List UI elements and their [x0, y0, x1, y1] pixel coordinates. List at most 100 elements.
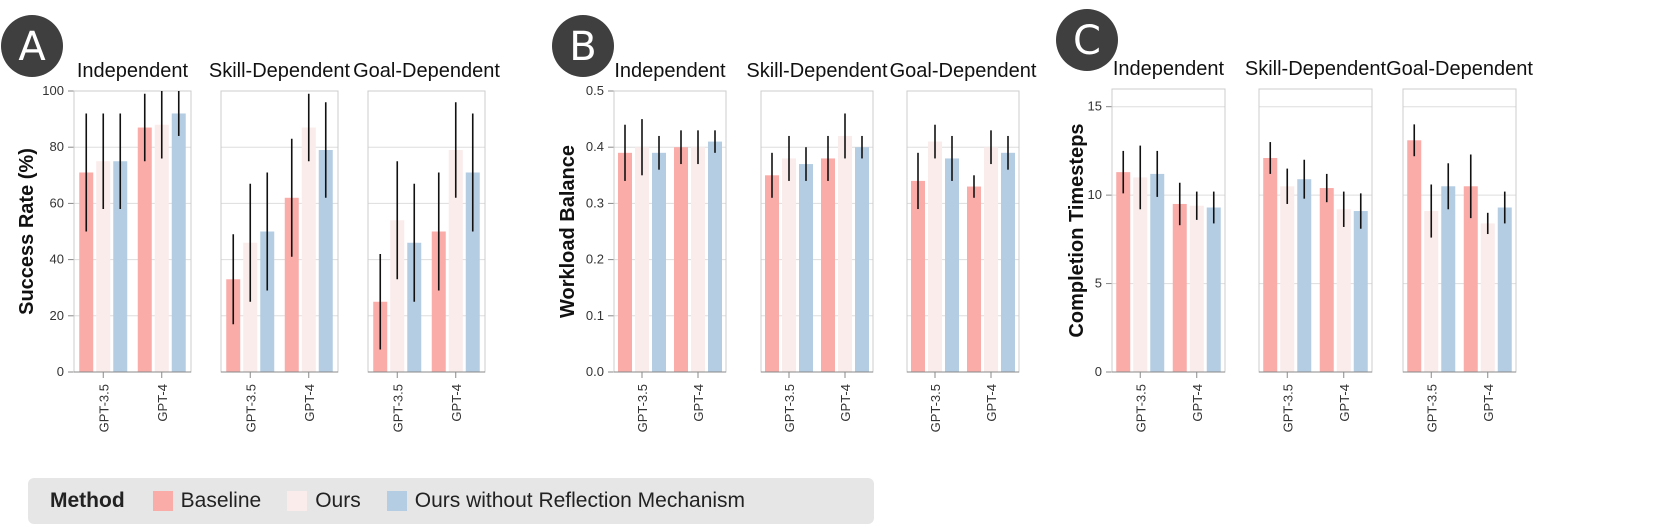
panel-badge-b: [552, 15, 614, 77]
y-tick-label-a-3: 60: [50, 195, 64, 210]
x-tick-label-c-independent-gpt-3-5: GPT-3.5: [1133, 384, 1148, 432]
bar-c-independent-gpt-4-ours-without-reflection-mechanism: [1206, 207, 1221, 372]
bar-b-independent-gpt-3-5-ours: [635, 147, 649, 372]
y-tick-label-b-3: 0.3: [586, 195, 604, 210]
bar-c-goal-dependent-gpt-3-5-ours-without-reflection-mechanism: [1441, 186, 1456, 372]
bar-c-goal-dependent-gpt-3-5-baseline: [1407, 140, 1422, 372]
bar-b-goal-dependent-gpt-4-ours: [984, 147, 998, 372]
y-tick-label-c-0: 0: [1095, 364, 1102, 379]
facet-title-b-goal-dependent: Goal-Dependent: [890, 60, 1037, 82]
y-tick-label-a-5: 100: [42, 83, 64, 98]
y-axis-label-b: Workload Balance: [557, 145, 579, 318]
x-tick-label-a-skill-dependent-gpt-4: GPT-4: [302, 384, 317, 422]
bar-c-independent-gpt-3-5-ours-without-reflection-mechanism: [1150, 173, 1165, 372]
x-tick-label-b-independent-gpt-3-5: GPT-3.5: [635, 384, 650, 432]
bar-c-skill-dependent-gpt-3-5-ours: [1280, 186, 1295, 372]
y-tick-label-b-4: 0.4: [586, 139, 604, 154]
panel-c: C Completion Timesteps 0 5 10 15 Independent GP…: [1056, 9, 1533, 432]
bar-a-independent-gpt-4-baseline: [137, 127, 152, 372]
bar-b-skill-dependent-gpt-4-baseline: [821, 158, 835, 372]
x-tick-label-a-independent-gpt-3-5: GPT-3.5: [96, 384, 111, 432]
bar-b-skill-dependent-gpt-4-ours-without-reflection-mechanism: [855, 147, 869, 372]
x-tick-label-a-independent-gpt-4: GPT-4: [155, 384, 170, 422]
y-tick-label-a-0: 0: [57, 364, 64, 379]
bar-c-independent-gpt-4-baseline: [1172, 203, 1187, 372]
x-tick-label-c-goal-dependent-gpt-4: GPT-4: [1481, 384, 1496, 422]
legend-label-baseline: Baseline: [180, 489, 262, 512]
facet-title-b-skill-dependent: Skill-Dependent: [746, 60, 888, 82]
bar-a-skill-dependent-gpt-3-5-ours: [243, 242, 258, 372]
bar-b-skill-dependent-gpt-4-ours: [838, 135, 852, 372]
y-axis-label-a: Success Rate (%): [16, 148, 38, 315]
bar-a-independent-gpt-3-5-baseline: [79, 172, 94, 372]
facet-c-skill-dependent: Skill-Dependent GPT-3.5 GPT-4: [1245, 58, 1387, 432]
bar-a-independent-gpt-4-ours: [154, 124, 169, 372]
bar-b-goal-dependent-gpt-3-5-ours-without-reflection-mechanism: [945, 158, 959, 372]
x-tick-label-a-goal-dependent-gpt-4: GPT-4: [449, 384, 464, 422]
bar-a-independent-gpt-3-5-ours-without-reflection-mechanism: [113, 161, 128, 372]
bar-a-goal-dependent-gpt-4-baseline: [431, 231, 446, 372]
panel-badge-a: [1, 15, 63, 77]
bar-a-goal-dependent-gpt-3-5-ours: [390, 220, 405, 372]
y-tick-label-b-2: 0.2: [586, 252, 604, 267]
legend-swatch-baseline: [152, 491, 173, 511]
bar-c-independent-gpt-3-5-ours: [1133, 177, 1148, 372]
facet-a-skill-dependent: Skill-Dependent GPT-3.5 GPT-4: [209, 60, 351, 432]
facet-title-a-goal-dependent: Goal-Dependent: [353, 60, 500, 82]
y-tick-label-b-0: 0.0: [586, 364, 604, 379]
legend-title: Method: [50, 489, 125, 512]
panel-a: A Success Rate (%) 0 20 40 60 80 100 Independent…: [1, 15, 500, 432]
bar-b-skill-dependent-gpt-3-5-baseline: [765, 175, 779, 372]
legend-swatch-ours: [287, 491, 308, 511]
bar-c-goal-dependent-gpt-3-5-ours: [1424, 211, 1439, 372]
bar-b-independent-gpt-4-baseline: [674, 147, 688, 372]
facet-b-skill-dependent: Skill-Dependent GPT-3.5 GPT-4: [746, 60, 888, 432]
bar-a-goal-dependent-gpt-4-ours: [448, 150, 463, 372]
x-tick-label-b-independent-gpt-4: GPT-4: [691, 384, 706, 422]
bar-c-skill-dependent-gpt-4-ours: [1336, 209, 1351, 372]
bar-b-goal-dependent-gpt-4-ours-without-reflection-mechanism: [1001, 152, 1015, 372]
x-tick-label-c-skill-dependent-gpt-3-5: GPT-3.5: [1280, 384, 1295, 432]
facet-title-a-skill-dependent: Skill-Dependent: [209, 60, 351, 82]
bar-c-goal-dependent-gpt-4-baseline: [1463, 186, 1478, 372]
panel-badge-label-b: B: [569, 24, 596, 70]
facet-a-independent: Independent GPT-3.5 GPT-4: [73, 60, 192, 432]
bar-b-skill-dependent-gpt-3-5-ours-without-reflection-mechanism: [799, 164, 813, 372]
x-tick-label-c-skill-dependent-gpt-4: GPT-4: [1337, 384, 1352, 422]
legend-item-ours-without-reflection: Ours without Reflection Mechanism: [386, 489, 746, 513]
y-tick-label-c-3: 15: [1088, 99, 1102, 114]
x-tick-label-b-skill-dependent-gpt-4: GPT-4: [838, 384, 853, 422]
bar-b-independent-gpt-4-ours-without-reflection-mechanism: [708, 141, 722, 372]
x-tick-label-c-goal-dependent-gpt-3-5: GPT-3.5: [1424, 384, 1439, 432]
bar-c-goal-dependent-gpt-4-ours-without-reflection-mechanism: [1497, 207, 1512, 372]
y-axis-label-c: Completion Timesteps: [1066, 123, 1088, 337]
bar-b-goal-dependent-gpt-4-baseline: [967, 186, 981, 372]
bar-c-skill-dependent-gpt-3-5-ours-without-reflection-mechanism: [1297, 179, 1312, 372]
y-tick-label-a-4: 80: [50, 139, 64, 154]
y-tick-label-b-1: 0.1: [586, 308, 604, 323]
facet-c-independent: Independent GPT-3.5 GPT-4: [1111, 58, 1226, 432]
legend-label-ours-without-reflection: Ours without Reflection Mechanism: [414, 489, 746, 512]
bar-c-skill-dependent-gpt-4-baseline: [1319, 188, 1334, 372]
bar-a-skill-dependent-gpt-3-5-baseline: [226, 279, 241, 372]
y-tick-label-a-1: 20: [50, 308, 64, 323]
bar-a-independent-gpt-3-5-ours: [96, 161, 111, 372]
panel-badge-label-a: A: [18, 24, 46, 70]
panel-b: B Workload Balance 0.0 0.1 0.2 0.3 0.4 0.5 Indep…: [552, 15, 1037, 432]
bar-b-independent-gpt-3-5-baseline: [618, 152, 632, 372]
y-tick-label-c-1: 5: [1095, 276, 1102, 291]
x-tick-label-a-skill-dependent-gpt-3-5: GPT-3.5: [243, 384, 258, 432]
bar-c-goal-dependent-gpt-4-ours: [1480, 223, 1495, 372]
x-tick-label-c-independent-gpt-4: GPT-4: [1190, 384, 1205, 422]
x-tick-label-a-goal-dependent-gpt-3-5: GPT-3.5: [390, 384, 405, 432]
bar-b-independent-gpt-4-ours: [691, 147, 705, 372]
facet-title-b-independent: Independent: [614, 60, 726, 82]
bar-c-independent-gpt-3-5-baseline: [1116, 172, 1131, 372]
facet-b-independent: Independent GPT-3.5 GPT-4: [613, 60, 727, 432]
y-tick-label-b-5: 0.5: [586, 83, 604, 98]
bar-c-skill-dependent-gpt-3-5-baseline: [1263, 157, 1278, 372]
facet-title-c-skill-dependent: Skill-Dependent: [1245, 58, 1387, 80]
facet-title-c-independent: Independent: [1113, 58, 1225, 80]
x-tick-label-b-skill-dependent-gpt-3-5: GPT-3.5: [782, 384, 797, 432]
bar-b-skill-dependent-gpt-3-5-ours: [782, 158, 796, 372]
